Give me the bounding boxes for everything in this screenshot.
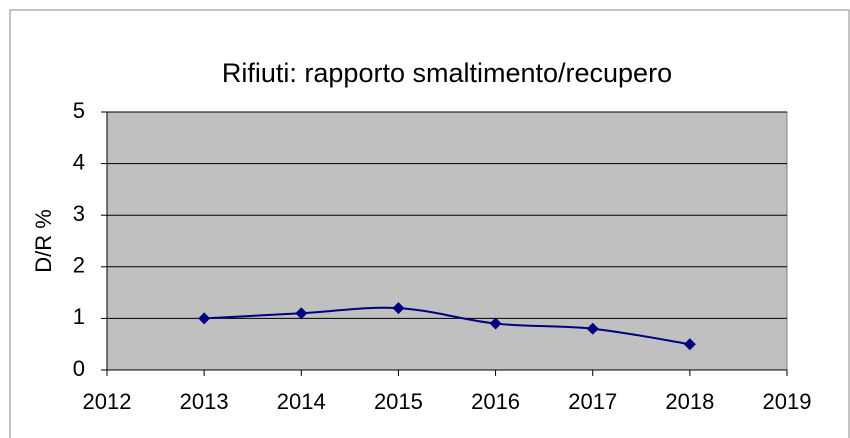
y-tick-label: 0 [73,356,85,381]
y-tick-label: 2 [73,253,85,278]
x-tick-label: 2015 [374,389,423,414]
x-tick-label: 2012 [83,389,132,414]
data-point [683,338,696,351]
x-tick-label: 2019 [763,389,812,414]
data-point [392,302,405,315]
x-tick-label: 2016 [471,389,520,414]
data-point [586,322,599,335]
data-point [489,317,502,330]
x-tick-label: 2018 [665,389,714,414]
series-line [204,306,691,346]
x-tick-label: 2017 [568,389,617,414]
x-tick-label: 2014 [277,389,326,414]
y-tick-label: 5 [73,98,85,123]
y-tick-label: 4 [73,149,85,174]
y-tick-label: 1 [73,304,85,329]
y-tick-label: 3 [73,201,85,226]
data-point [295,307,308,320]
data-point [198,312,211,325]
plot-area [106,111,788,371]
chart-title: Rifiuti: rapporto smaltimento/recupero [222,58,672,88]
y-axis-label: D/R % [31,209,56,273]
x-tick-label: 2013 [180,389,229,414]
